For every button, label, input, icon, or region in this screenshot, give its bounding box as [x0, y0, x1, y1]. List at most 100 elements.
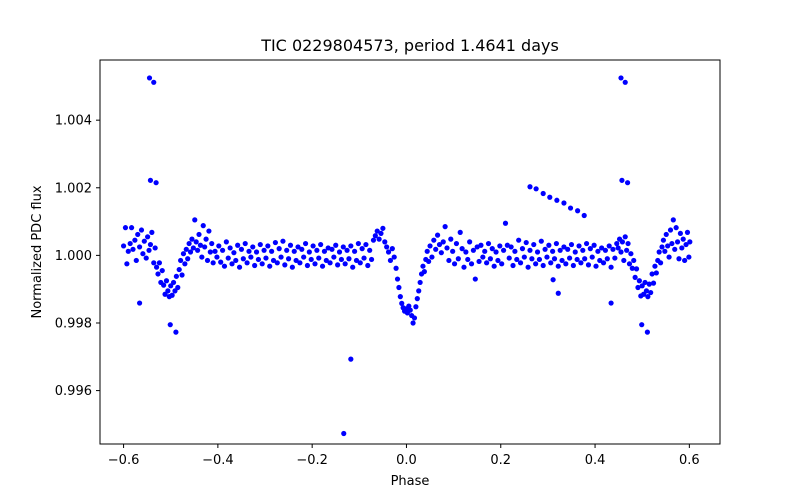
- series-0-point-282: [615, 245, 621, 251]
- series-0-point-215: [489, 246, 495, 252]
- series-0-point-292: [629, 265, 635, 271]
- series-0-point-236: [529, 256, 535, 262]
- series-0-point-301: [642, 279, 648, 286]
- series-0-point-290: [626, 261, 633, 267]
- series-0-point-245: [546, 242, 552, 248]
- series-0-point-20: [152, 245, 158, 251]
- series-0-point-129: [338, 256, 344, 263]
- series-0-point-21: [153, 264, 160, 270]
- series-0-point-307: [650, 280, 657, 286]
- series-0-point-55: [202, 244, 208, 250]
- series-0-point-303: [645, 294, 651, 300]
- series-0-point-188: [438, 250, 444, 256]
- series-0-point-133: [346, 256, 352, 262]
- series-0-point-274: [600, 260, 607, 266]
- series-0-point-113: [308, 256, 314, 263]
- series-0-point-19: [151, 260, 157, 266]
- x-tick-label: −0.2: [296, 453, 328, 468]
- y-tick-label: 1.000: [55, 249, 92, 264]
- series-0-point-316: [663, 231, 669, 238]
- series-0-point-319: [667, 227, 674, 233]
- series-0-point-227: [512, 248, 518, 254]
- series-0-point-48: [192, 217, 198, 223]
- series-0-point-68: [223, 239, 229, 245]
- series-0-point-58: [206, 228, 212, 234]
- series-0-point-233: [523, 239, 529, 246]
- plot-frame: [99, 59, 721, 445]
- series-0-point-326: [677, 230, 684, 237]
- series-0-point-284: [618, 249, 624, 255]
- series-0-point-262: [578, 260, 584, 266]
- series-0-point-8: [133, 257, 139, 264]
- outlier-point-13: [554, 197, 560, 203]
- series-0-point-212: [484, 260, 490, 266]
- y-tick-label: 1.004: [55, 114, 92, 129]
- series-0-point-135: [350, 264, 356, 270]
- series-0-point-192: [446, 257, 452, 264]
- series-0-point-15: [145, 234, 151, 240]
- series-0-point-189: [440, 239, 446, 245]
- x-tick-label: 0.6: [679, 453, 700, 468]
- series-0-point-263: [580, 247, 586, 253]
- series-0-point-268: [589, 254, 595, 260]
- series-0-point-123: [327, 260, 333, 266]
- series-0-point-28: [163, 278, 170, 284]
- series-0-point-194: [450, 248, 456, 254]
- outlier-point-6: [173, 329, 179, 335]
- series-0-point-94: [272, 239, 278, 246]
- outlier-point-8: [348, 356, 354, 362]
- series-0-point-2: [124, 261, 130, 267]
- series-0-point-115: [312, 261, 318, 267]
- series-0-point-107: [297, 260, 303, 266]
- series-0-point-196: [453, 240, 460, 247]
- y-axis: 0.996 0.998 1.000 1.002 1.004: [55, 114, 100, 399]
- series-0-point-291: [628, 251, 634, 257]
- series-0-point-235: [527, 247, 533, 253]
- series-0-point-186: [434, 232, 441, 238]
- series-0-point-219: [497, 243, 503, 249]
- series-0-point-177: [420, 263, 426, 269]
- series-0-point-95: [274, 260, 280, 266]
- series-0-point-264: [582, 256, 588, 262]
- series-0-point-225: [508, 244, 514, 250]
- series-0-point-89: [263, 255, 269, 261]
- series-0-point-62: [212, 248, 218, 254]
- series-0-point-93: [270, 257, 277, 264]
- series-0-point-65: [218, 259, 224, 265]
- series-0-point-38: [178, 257, 184, 264]
- series-0-point-155: [387, 257, 394, 264]
- series-0-point-16: [146, 247, 152, 253]
- outlier-point-2: [147, 177, 154, 183]
- series-0-point-142: [363, 241, 369, 248]
- series-0-point-193: [448, 236, 454, 242]
- series-0-point-286: [621, 257, 627, 264]
- series-0-point-250: [555, 263, 561, 269]
- series-0-point-325: [676, 256, 682, 262]
- series-0-point-83: [252, 262, 258, 269]
- series-0-point-144: [367, 247, 373, 253]
- series-0-point-109: [301, 254, 307, 260]
- series-0-point-75: [236, 264, 243, 270]
- series-0-point-218: [495, 257, 501, 264]
- series-0-point-330: [683, 241, 689, 248]
- series-0-point-214: [487, 256, 493, 262]
- series-0-point-333: [687, 239, 693, 245]
- outlier-point-20: [619, 177, 625, 183]
- x-axis: −0.6 −0.4 −0.2 0.0 0.2 0.4 0.6: [108, 444, 700, 468]
- series-0-point-11: [138, 227, 145, 233]
- series-0-point-156: [389, 246, 395, 252]
- x-axis-label: Phase: [391, 474, 430, 489]
- series-0-point-206: [472, 276, 478, 282]
- series-0-point-211: [482, 248, 488, 254]
- y-tick-label: 0.996: [55, 384, 92, 399]
- series-0-point-52: [197, 242, 204, 248]
- series-0-point-67: [221, 263, 228, 269]
- series-0-point-159: [394, 276, 401, 282]
- series-0-point-209: [478, 242, 484, 248]
- outlier-point-0: [146, 75, 153, 81]
- series-0-point-276: [604, 256, 610, 262]
- series-0-point-266: [585, 262, 592, 268]
- outlier-point-4: [137, 300, 143, 306]
- series-0-point-147: [372, 233, 378, 239]
